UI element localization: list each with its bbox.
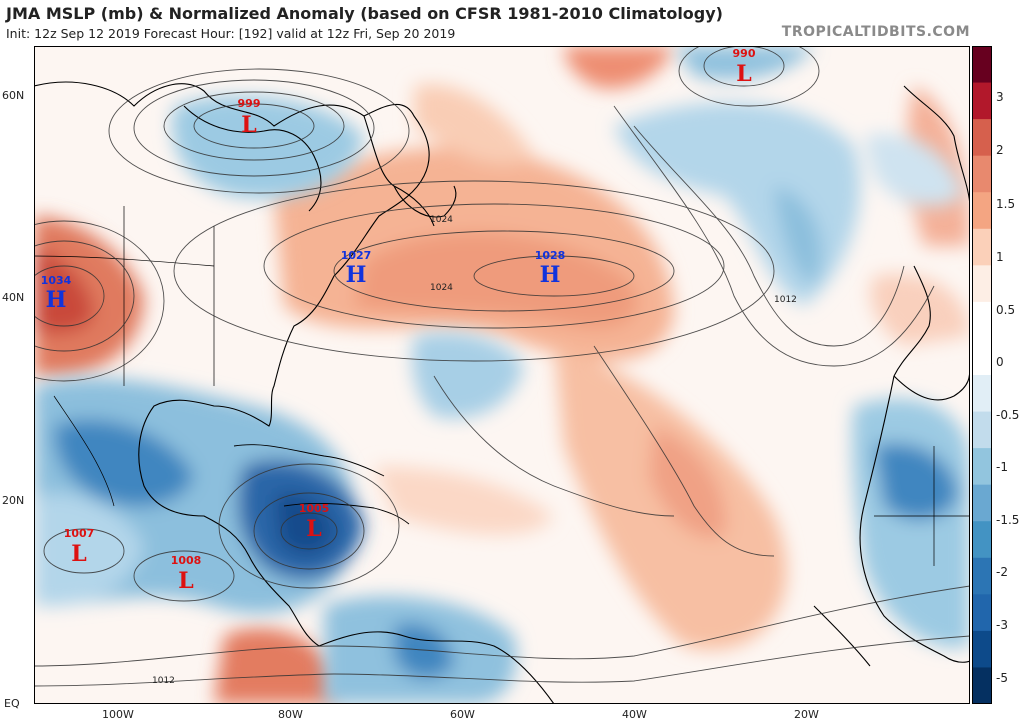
center-value-990: 990 [733,47,756,60]
anomaly-shading-cool [34,46,970,704]
lat-label-20n: 20N [2,494,25,507]
pressure-center-high-1028: 1028 H [535,249,566,288]
center-value-1005: 1005 [299,502,330,515]
lat-label-60n: 60N [2,89,25,102]
colorbar-cell [972,521,992,559]
high-symbol-1028: H [540,262,561,288]
center-value-1028: 1028 [535,249,566,262]
pressure-center-high-1034: 1034 H [41,274,72,313]
lon-label-60w: 60W [450,708,475,721]
colorbar-tick-neg-0-5: -0.5 [996,408,1020,422]
center-value-1008: 1008 [171,554,202,567]
low-symbol-999: L [241,112,256,138]
lon-label-20w: 20W [794,708,819,721]
center-value-1027: 1027 [341,249,372,262]
colorbar-cell [972,557,992,595]
low-symbol-1005: L [306,516,321,542]
colorbar-cell [972,265,992,303]
low-symbol-1008: L [178,568,193,594]
colorbar-cell [972,82,992,120]
low-symbol-990: L [736,61,751,87]
contour-label-1024-b: 1024 [430,283,453,293]
colorbar-tick-2: 2 [996,143,1004,157]
pressure-center-low-990: 990 L [733,47,756,87]
colorbar-tick-neg-2: -2 [996,565,1008,579]
map-frame [34,46,970,704]
colorbar-cell [972,301,992,339]
brand-watermark: TROPICALTIDBITS.COM [781,24,970,40]
high-symbol-1027: H [346,262,367,288]
high-symbol-1034: H [46,287,67,313]
colorbar-tick-neg-1: -1 [996,460,1008,474]
colorbar-cell [972,448,992,486]
lat-label-eq: EQ [4,697,20,710]
colorbar-cell [972,375,992,413]
colorbar-cell [972,192,992,230]
mslp-anomaly-map: 1024 1024 1012 1012 999 L 990 L 1034 H 1… [34,46,970,704]
colorbar-cell [972,119,992,157]
pressure-centers: 999 L 990 L 1034 H 1027 H 1028 H 1005 L [41,47,756,594]
colorbar-cell [972,484,992,522]
contour-label-1012-b: 1012 [152,676,175,686]
colorbar-tick-neg-3: -3 [996,618,1008,632]
colorbar-cell [972,338,992,376]
pressure-center-low-1008: 1008 L [171,554,202,594]
pressure-center-high-1027: 1027 H [341,249,372,288]
isobar-contours [34,46,970,687]
low-symbol-1007: L [71,541,86,567]
colorbar-tick-3: 3 [996,90,1004,104]
colorbar-tick-neg-5: -5 [996,671,1008,685]
colorbar-cell [972,667,992,704]
coastlines [34,81,970,704]
colorbar-cell [972,630,992,668]
pressure-center-low-1007: 1007 L [64,527,95,567]
colorbar-cell [972,46,992,84]
colorbar-tick-0-5: 0.5 [996,303,1016,317]
pressure-center-low-1005: 1005 L [299,502,330,542]
contour-labels: 1024 1024 1012 1012 [152,215,797,686]
lon-label-40w: 40W [622,708,647,721]
colorbar-tick-neg-1-5: -1.5 [996,513,1020,527]
colorbar-tick-0: 0 [996,355,1004,369]
lon-label-80w: 80W [278,708,303,721]
map-title: JMA MSLP (mb) & Normalized Anomaly (base… [6,4,723,23]
center-value-1007: 1007 [64,527,95,540]
center-value-999: 999 [238,97,261,110]
lat-label-40n: 40N [2,291,25,304]
colorbar-tick-1-5: 1.5 [996,197,1016,211]
colorbar-cell [972,594,992,632]
lon-label-100w: 100W [102,708,134,721]
pressure-center-low-999: 999 L [238,97,261,138]
colorbar-cell [972,411,992,449]
contour-label-1024-a: 1024 [430,215,453,225]
colorbar-cell [972,155,992,193]
anomaly-colorbar [972,46,992,704]
center-value-1034: 1034 [41,274,72,287]
map-subtitle: Init: 12z Sep 12 2019 Forecast Hour: [19… [6,26,456,41]
colorbar-cell [972,228,992,266]
contour-label-1012-a: 1012 [774,295,797,305]
colorbar-tick-1: 1 [996,250,1004,264]
